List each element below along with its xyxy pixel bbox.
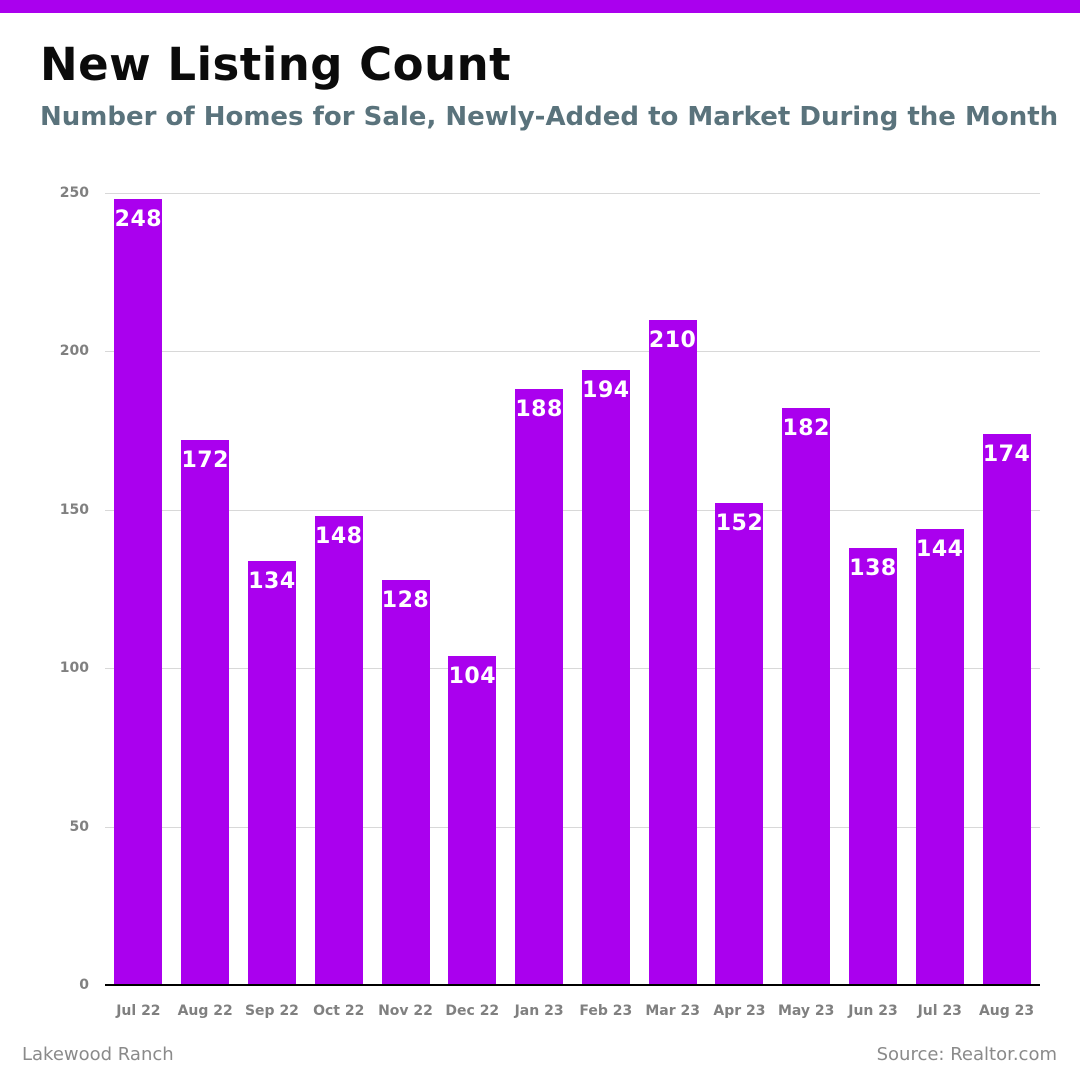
bar-aug-23: 174: [982, 433, 1031, 985]
source-label: Source: Realtor.com: [876, 1044, 1057, 1065]
bar-cell: 148: [305, 193, 372, 985]
bar-dec-22: 104: [448, 655, 497, 985]
chart-title: New Listing Count: [40, 38, 512, 91]
bar-value-label: 182: [782, 416, 830, 442]
x-axis-tick-label: Nov 22: [378, 1003, 433, 1019]
x-axis-tick-label: Feb 23: [579, 1003, 633, 1019]
x-axis-labels: Jul 22 Aug 22 Sep 22 Oct 22 Nov 22 Dec 22 Jan …: [105, 1003, 1040, 1019]
location-label: Lakewood Ranch: [22, 1044, 174, 1065]
bar-value-label: 144: [916, 536, 964, 562]
bar-cell: 210: [639, 193, 706, 985]
bar-value-label: 138: [849, 555, 897, 581]
bar-jun-23: 138: [848, 547, 897, 985]
y-axis-tick-label: 0: [79, 977, 89, 993]
x-axis-tick-label: Jun 23: [848, 1003, 898, 1019]
chart-subtitle: Number of Homes for Sale, Newly-Added to…: [40, 102, 1059, 132]
bar-value-label: 174: [982, 441, 1031, 467]
x-axis-line: [105, 984, 1040, 986]
bar-cell: 248: [105, 193, 172, 985]
x-axis-tick-label: Aug 23: [978, 1003, 1035, 1019]
bars-row: 248 172 134 148 128 104 188 194 210 152 182 138 144 1…: [105, 193, 1040, 985]
y-axis-tick-label: 100: [59, 660, 89, 677]
gridline: [105, 351, 1040, 353]
x-axis-tick-label: Aug 22: [177, 1003, 233, 1019]
x-axis-tick-label: Oct 22: [313, 1003, 365, 1019]
bar-cell: 172: [172, 193, 239, 985]
bar-cell: 144: [906, 193, 973, 985]
bar-value-label: 104: [448, 663, 497, 689]
bar-value-label: 210: [648, 327, 697, 353]
bar-jul-23: 144: [915, 528, 964, 985]
bar-feb-23: 194: [581, 370, 630, 985]
x-axis-tick-label: Dec 22: [445, 1003, 500, 1019]
bar-value-label: 128: [381, 587, 430, 613]
x-axis-tick-label: May 23: [777, 1003, 835, 1019]
bar-sep-22: 134: [247, 560, 296, 985]
x-axis-tick-label: Jan 23: [514, 1003, 564, 1019]
bar-value-label: 152: [715, 511, 764, 537]
bar-nov-22: 128: [381, 579, 430, 985]
bar-aug-22: 172: [181, 440, 230, 985]
top-accent-strip: [0, 0, 1080, 13]
chart-plot-area: 0 50 100 150 200 250 248 172 134 148 128 104 188 194…: [60, 185, 1040, 993]
gridline: [105, 826, 1040, 828]
x-axis-tick-label: Mar 23: [645, 1003, 700, 1019]
x-axis-tick-label: Jul 22: [116, 1003, 161, 1019]
bar-jul-22: 248: [114, 199, 163, 985]
bar-value-label: 134: [248, 568, 296, 594]
bar-cell: 152: [706, 193, 773, 985]
bar-cell: 194: [572, 193, 639, 985]
bar-mar-23: 210: [648, 319, 697, 985]
x-axis-tick-label: Sep 22: [244, 1003, 299, 1019]
bar-oct-22: 148: [314, 516, 363, 985]
bar-value-label: 248: [114, 207, 163, 233]
gridline: [105, 193, 1040, 194]
gridline: [105, 668, 1040, 670]
bar-cell: 134: [239, 193, 306, 985]
x-axis-tick-label: Apr 23: [713, 1003, 766, 1019]
bar-cell: 128: [372, 193, 439, 985]
y-axis-tick-label: 50: [69, 818, 89, 835]
bar-value-label: 188: [515, 397, 563, 423]
bar-jan-23: 188: [515, 389, 564, 985]
y-axis-tick-label: 250: [59, 185, 89, 201]
bar-apr-23: 152: [715, 503, 764, 985]
bar-value-label: 148: [315, 524, 363, 550]
y-axis-tick-label: 200: [59, 343, 89, 360]
bar-may-23: 182: [782, 408, 831, 985]
bar-value-label: 172: [181, 448, 229, 474]
gridline: [105, 509, 1040, 511]
y-axis-tick-label: 150: [59, 501, 89, 518]
bar-cell: 174: [973, 193, 1040, 985]
bar-value-label: 194: [582, 378, 630, 404]
bar-cell: 188: [506, 193, 573, 985]
bar-cell: 138: [840, 193, 907, 985]
bar-cell: 182: [773, 193, 840, 985]
x-axis-tick-label: Jul 23: [917, 1003, 962, 1019]
bar-cell: 104: [439, 193, 506, 985]
